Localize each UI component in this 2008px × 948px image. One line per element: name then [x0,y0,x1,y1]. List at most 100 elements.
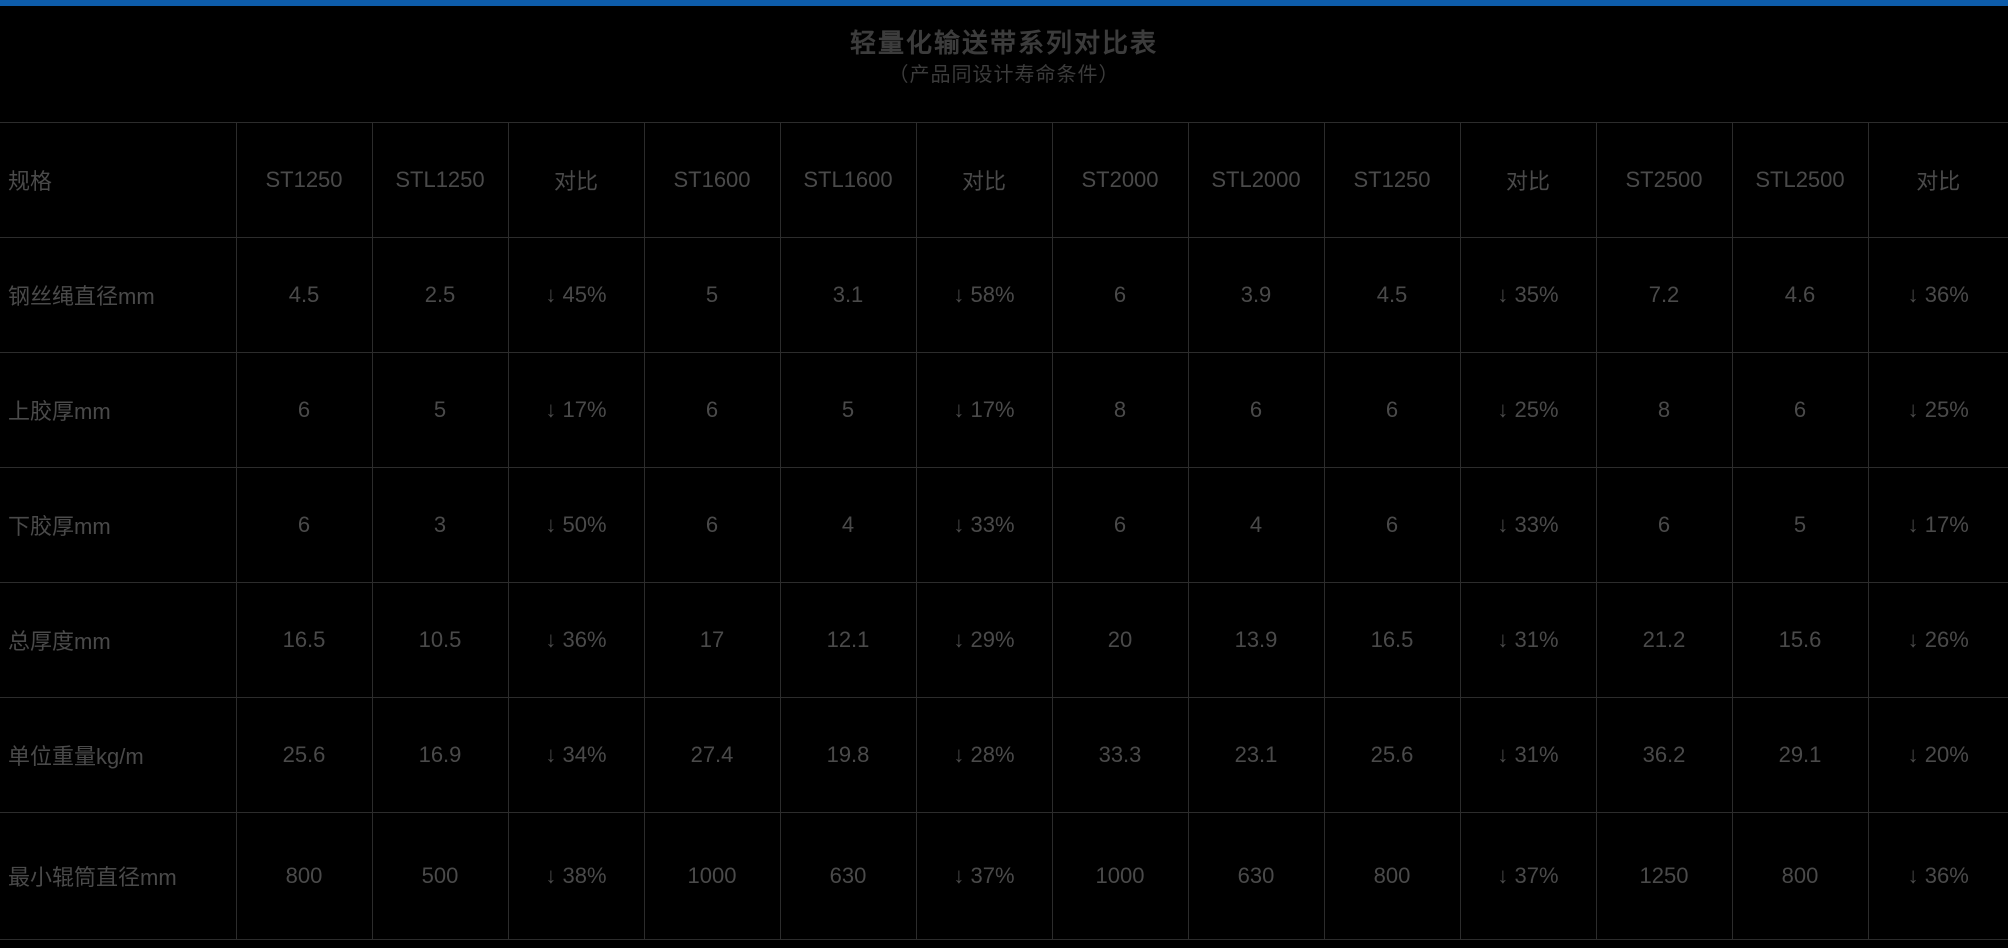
row-label: 上胶厚mm [0,352,236,468]
comparison-table: 规格 ST1250 STL1250 对比 ST1600 STL1600 对比 ST2000 ST… [0,122,2008,940]
table-cell: 6 [1051,237,1188,353]
table-cell: 4 [779,467,916,583]
table-cell: 6 [1051,467,1188,583]
table-cell: ↓ 36% [1867,812,2008,940]
table-cell: 800 [1323,812,1460,940]
table-cell: ↓ 36% [1867,237,2008,353]
column-header: ST1250 [235,122,372,238]
table-cell: 10.5 [371,582,508,698]
column-header: ST1600 [643,122,780,238]
table-cell: ↓ 36% [507,582,644,698]
column-header: STL1600 [779,122,916,238]
table-cell: ↓ 17% [1867,467,2008,583]
row-label: 最小辊筒直径mm [0,812,236,940]
column-header: STL1250 [371,122,508,238]
table-cell: 6 [643,467,780,583]
table-cell: ↓ 26% [1867,582,2008,698]
table-cell: ↓ 17% [507,352,644,468]
table-row: 下胶厚mm 6 3 ↓ 50% 6 4 ↓ 33% 6 4 6 ↓ 33% 6 5 ↓ 17% [0,467,2008,583]
table-cell: 6 [1731,352,1868,468]
table-cell: ↓ 34% [507,697,644,813]
header-row: 规格 ST1250 STL1250 对比 ST1600 STL1600 对比 ST2000 ST… [0,122,2008,238]
table-cell: 16.9 [371,697,508,813]
table-cell: 6 [235,467,372,583]
table-cell: 630 [1187,812,1324,940]
table-cell: ↓ 31% [1459,697,1596,813]
column-header: ST2500 [1595,122,1732,238]
top-accent-bar [0,0,2008,6]
table-cell: 6 [1323,352,1460,468]
table-cell: 27.4 [643,697,780,813]
table-cell: ↓ 33% [1459,467,1596,583]
table-cell: 6 [643,352,780,468]
table-cell: ↓ 31% [1459,582,1596,698]
table-cell: 3.9 [1187,237,1324,353]
table-cell: 800 [1731,812,1868,940]
table-cell: 1000 [643,812,780,940]
table-cell: ↓ 37% [1459,812,1596,940]
table-cell: 25.6 [1323,697,1460,813]
column-header: ST1250 [1323,122,1460,238]
table-cell: 16.5 [235,582,372,698]
table-cell: 5 [371,352,508,468]
table-cell: 4 [1187,467,1324,583]
table-cell: ↓ 58% [915,237,1052,353]
table-cell: 8 [1051,352,1188,468]
column-header: 对比 [1867,122,2008,238]
table-row: 钢丝绳直径mm 4.5 2.5 ↓ 45% 5 3.1 ↓ 58% 6 3.9 4.5 ↓ 35% 7… [0,237,2008,353]
table-cell: ↓ 37% [915,812,1052,940]
table-cell: 6 [1595,467,1732,583]
column-header: 对比 [507,122,644,238]
table-cell: 3 [371,467,508,583]
table-cell: 1250 [1595,812,1732,940]
table-row: 上胶厚mm 6 5 ↓ 17% 6 5 ↓ 17% 8 6 6 ↓ 25% 8 6 ↓ 25% [0,352,2008,468]
table-cell: 4.6 [1731,237,1868,353]
table-cell: 15.6 [1731,582,1868,698]
table-cell: 800 [235,812,372,940]
table-cell: 8 [1595,352,1732,468]
table-cell: ↓ 38% [507,812,644,940]
table-cell: 6 [235,352,372,468]
table-cell: 33.3 [1051,697,1188,813]
page-subtitle: （产品同设计寿命条件） [888,64,1120,86]
table-row: 单位重量kg/m 25.6 16.9 ↓ 34% 27.4 19.8 ↓ 28% 33.3 23… [0,697,2008,813]
table-cell: 36.2 [1595,697,1732,813]
column-header: 对比 [915,122,1052,238]
table-cell: 1000 [1051,812,1188,940]
table-cell: ↓ 35% [1459,237,1596,353]
table-cell: 17 [643,582,780,698]
table-cell: ↓ 17% [915,352,1052,468]
table-cell: ↓ 25% [1867,352,2008,468]
table-cell: ↓ 25% [1459,352,1596,468]
row-label: 钢丝绳直径mm [0,237,236,353]
table-cell: 21.2 [1595,582,1732,698]
table-cell: 29.1 [1731,697,1868,813]
table-cell: 25.6 [235,697,372,813]
column-header: ST2000 [1051,122,1188,238]
table-cell: 5 [1731,467,1868,583]
row-label: 下胶厚mm [0,467,236,583]
table-cell: 7.2 [1595,237,1732,353]
table-cell: 500 [371,812,508,940]
row-label: 总厚度mm [0,582,236,698]
table-cell: ↓ 50% [507,467,644,583]
page-title: 轻量化输送带系列对比表 [849,28,1158,58]
table-cell: ↓ 29% [915,582,1052,698]
table-cell: 630 [779,812,916,940]
table-cell: 2.5 [371,237,508,353]
table-cell: ↓ 45% [507,237,644,353]
table-row: 最小辊筒直径mm 800 500 ↓ 38% 1000 630 ↓ 37% 1000 630 80… [0,812,2008,940]
table-row: 总厚度mm 16.5 10.5 ↓ 36% 17 12.1 ↓ 29% 20 13.9 16.5 ↓… [0,582,2008,698]
column-header: STL2000 [1187,122,1324,238]
table-cell: 13.9 [1187,582,1324,698]
row-label: 单位重量kg/m [0,697,236,813]
table-cell: 5 [643,237,780,353]
table-cell: 16.5 [1323,582,1460,698]
table-cell: 23.1 [1187,697,1324,813]
table-cell: 19.8 [779,697,916,813]
table-cell: 6 [1323,467,1460,583]
table-cell: ↓ 20% [1867,697,2008,813]
table-cell: 6 [1187,352,1324,468]
table-cell: ↓ 28% [915,697,1052,813]
column-header: 对比 [1459,122,1596,238]
